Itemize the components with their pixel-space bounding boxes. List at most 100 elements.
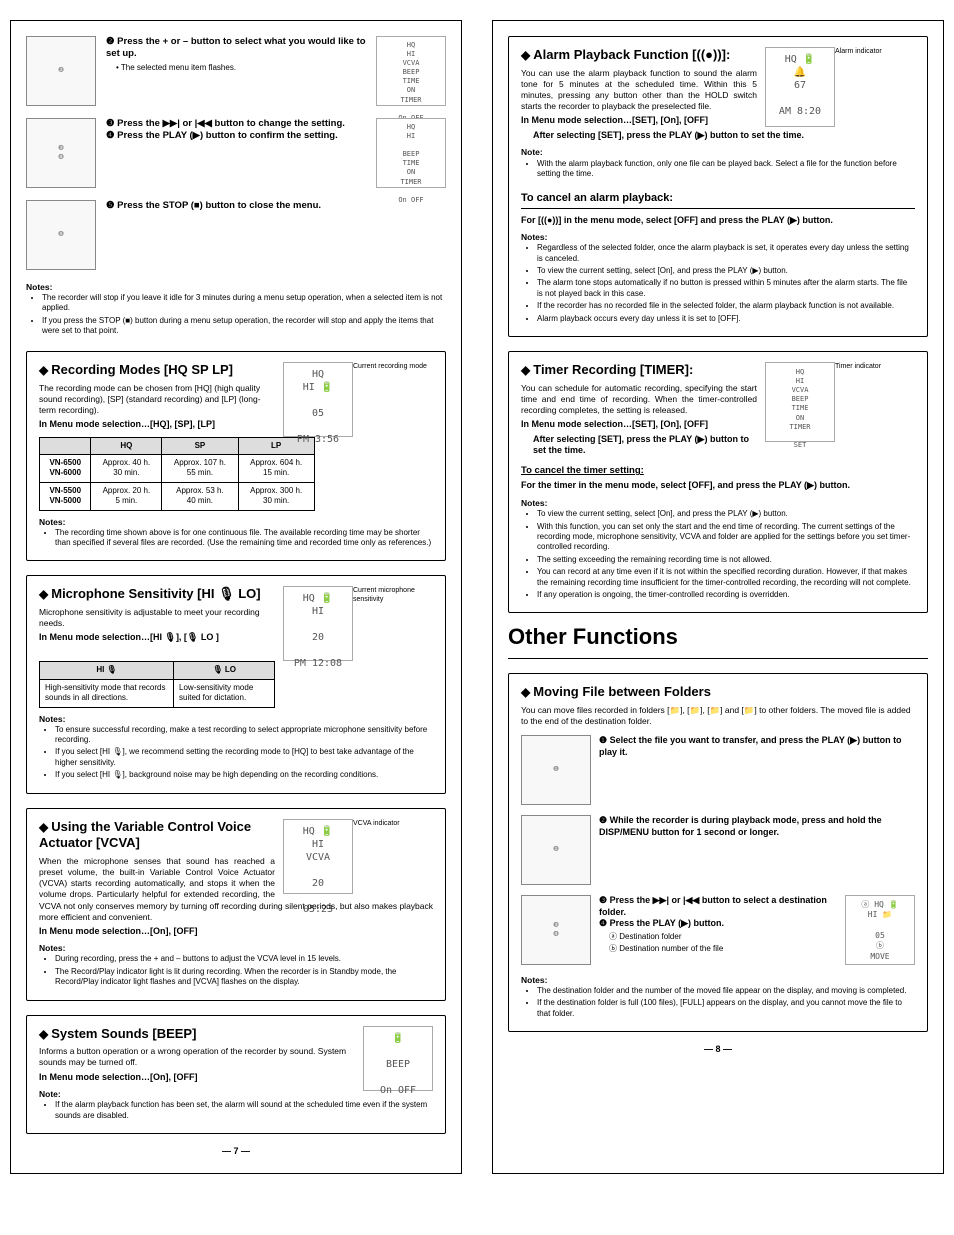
device-illustration: ❺ xyxy=(26,200,96,270)
step-4-num: ❹ xyxy=(106,130,115,141)
page-7: ❷ ❷ Press the + or – button to select wh… xyxy=(10,20,462,1174)
alarm-section: Alarm indicator HQ 🔋 🔔 67 AM 8:20 ◆Alarm… xyxy=(508,36,928,337)
section-body: Microphone sensitivity is adjustable to … xyxy=(39,607,433,629)
divider xyxy=(521,208,915,209)
step-num: ❶ xyxy=(599,735,607,745)
step-body: Press the ▶▶| or |◀◀ button to select a … xyxy=(599,895,827,917)
table-cell: VN-5500 VN-5000 xyxy=(40,482,91,510)
section-title-text: Using the Variable Control Voice Actuato… xyxy=(39,819,251,851)
device-illustration: ❷ xyxy=(521,815,591,885)
step-text: ❸ Press the ▶▶| or |◀◀ button to select … xyxy=(599,895,837,955)
menu-mode-line: In Menu mode selection…[SET], [On], [OFF… xyxy=(521,115,915,127)
section-title-text: Alarm Playback Function [((●))]: xyxy=(533,47,730,62)
note-item: The destination folder and the number of… xyxy=(537,986,915,996)
lcd-screen: HQ 🔋 🔔 67 AM 8:20 xyxy=(765,47,835,127)
th-lo: 🎙 LO xyxy=(174,662,275,679)
diamond-icon: ◆ xyxy=(39,1027,48,1041)
vcva-section: VCVA indicator HQ 🔋 HI VCVA 20 05:23 ◆Us… xyxy=(26,808,446,1001)
note-heading: Note: xyxy=(521,147,915,158)
notes-heading: Notes: xyxy=(26,282,446,293)
th-hq: HQ xyxy=(91,437,162,454)
step-5-text: ❺ Press the STOP (■) button to close the… xyxy=(106,200,446,212)
moving-file-section: ◆Moving File between Folders You can mov… xyxy=(508,673,928,1032)
notes-list: During recording, press the + and – butt… xyxy=(47,954,433,987)
step-2-text: ❷ Press the + or – button to select what… xyxy=(106,36,366,73)
device-illustration: ❷ xyxy=(26,36,96,106)
lcd-caption: Current microphone sensitivity xyxy=(353,586,433,604)
beep-section: 🔋 BEEP On OFF ◆System Sounds [BEEP] Info… xyxy=(26,1015,446,1135)
recording-time-table: HQ SP LP VN-6500 VN-6000 Approx. 40 h. 3… xyxy=(39,437,315,511)
table-cell: High-sensitivity mode that records sound… xyxy=(40,679,174,707)
step-2-row: ❷ ❷ Press the + or – button to select wh… xyxy=(26,36,446,106)
step-num: ❸ xyxy=(599,895,607,905)
lcd-caption: Timer indicator xyxy=(835,362,915,371)
step-2-body: Press the + or – button to select what y… xyxy=(106,36,366,59)
note-item: To view the current setting, select [On]… xyxy=(537,266,915,276)
diamond-icon: ◆ xyxy=(521,685,530,699)
note-item: If you press the STOP (■) button during … xyxy=(42,316,446,337)
note-item: With the alarm playback function, only o… xyxy=(537,159,915,180)
cancel-heading: To cancel an alarm playback: xyxy=(521,191,915,205)
notes-heading: Notes: xyxy=(39,517,433,528)
device-illustration: ❶ xyxy=(521,735,591,805)
note-item: With this function, you can set only the… xyxy=(537,522,915,553)
diamond-icon: ◆ xyxy=(39,820,48,834)
manual-spread: ❷ ❷ Press the + or – button to select wh… xyxy=(10,20,944,1174)
table-cell: Low-sensitivity mode suited for dictatio… xyxy=(174,679,275,707)
note-item: The Record/Play indicator light is lit d… xyxy=(55,967,433,988)
page-number: — 7 — xyxy=(26,1146,446,1158)
cancel-instruction: For the timer in the menu mode, select [… xyxy=(521,480,915,492)
lcd-screen: HQ HI 🔋 05 PM 3:56 xyxy=(283,362,353,437)
step-2-num: ❷ xyxy=(106,36,115,47)
lcd-caption: Alarm indicator xyxy=(835,47,915,56)
section-title: ◆Moving File between Folders xyxy=(521,684,915,701)
note-heading: Note: xyxy=(39,1089,433,1100)
section-body: You can schedule for automatic recording… xyxy=(521,383,915,416)
section-body: The recording mode can be chosen from [H… xyxy=(39,383,433,416)
note-item: If you select [HI 🎙], we recommend setti… xyxy=(55,747,433,768)
step-2-sub: • The selected menu item flashes. xyxy=(116,63,366,73)
step-num: ❹ xyxy=(599,918,607,928)
th-sp: SP xyxy=(162,437,238,454)
step-5-row: ❺ ❺ Press the STOP (■) button to close t… xyxy=(26,200,446,270)
section-body: You can use the alarm playback function … xyxy=(521,68,915,112)
note-item: If you select [HI 🎙], background noise m… xyxy=(55,770,433,780)
th-blank xyxy=(40,437,91,454)
step-5-num: ❺ xyxy=(106,200,115,211)
lcd-screen: HQ HI VCVA BEEP TIME ON TIMER SET xyxy=(765,362,835,442)
step-4-body: Press the PLAY (▶) button to confirm the… xyxy=(117,130,338,141)
after-line: After selecting [SET], press the PLAY (▶… xyxy=(533,434,915,457)
diamond-icon: ◆ xyxy=(521,363,530,377)
notes-heading: Notes: xyxy=(521,498,915,509)
section-title-text: Timer Recording [TIMER]: xyxy=(533,362,693,377)
lcd-screen: HQ 🔋 HI 20 PM 12:08 xyxy=(283,586,353,661)
table-cell: Approx. 20 h. 5 min. xyxy=(91,482,162,510)
notes-list: The recorder will stop if you leave it i… xyxy=(34,293,446,337)
diamond-icon: ◆ xyxy=(521,48,530,62)
timer-section: Timer indicator HQ HI VCVA BEEP TIME ON … xyxy=(508,351,928,613)
note-item: If the recorder has no recorded file in … xyxy=(537,301,915,311)
cancel-instruction: For [((●))] in the menu mode, select [OF… xyxy=(521,215,915,227)
table-cell: Approx. 300 h. 30 min. xyxy=(238,482,314,510)
notes-list: To ensure successful recording, make a t… xyxy=(47,725,433,781)
lcd-screen: HQ 🔋 HI VCVA 20 05:23 xyxy=(283,819,353,894)
step-3-4-row: ❸❹ ❸ Press the ▶▶| or |◀◀ button to chan… xyxy=(26,118,446,188)
notes-list: If the alarm playback function has been … xyxy=(47,1100,433,1121)
table-cell: VN-6500 VN-6000 xyxy=(40,455,91,483)
menu-mode-line: In Menu mode selection…[HQ], [SP], [LP] xyxy=(39,419,433,431)
note-item: Alarm playback occurs every day unless i… xyxy=(537,314,915,324)
note-item: The recorder will stop if you leave it i… xyxy=(42,293,446,314)
menu-mode-line: In Menu mode selection…[HI 🎙], [🎙 LO ] xyxy=(39,632,433,644)
other-functions-heading: Other Functions xyxy=(508,623,928,652)
after-line: After selecting [SET], press the PLAY (▶… xyxy=(533,130,915,142)
recording-modes-section: Current recording mode HQ HI 🔋 05 PM 3:5… xyxy=(26,351,446,562)
notes-heading: Notes: xyxy=(39,943,433,954)
mic-sensitivity-section: Current microphone sensitivity HQ 🔋 HI 2… xyxy=(26,575,446,793)
note-item: The recording time shown above is for on… xyxy=(55,528,433,549)
step-text: ❷ While the recorder is during playback … xyxy=(599,815,915,838)
section-intro: You can move files recorded in folders [… xyxy=(521,705,915,727)
th-hi: HI 🎙 xyxy=(40,662,174,679)
lcd-screen: HQ HI VCVA BEEP TIME ON TIMER On OFF xyxy=(376,36,446,106)
note-item: If any operation is ongoing, the timer-c… xyxy=(537,590,915,600)
lcd-caption: Current recording mode xyxy=(353,362,433,371)
